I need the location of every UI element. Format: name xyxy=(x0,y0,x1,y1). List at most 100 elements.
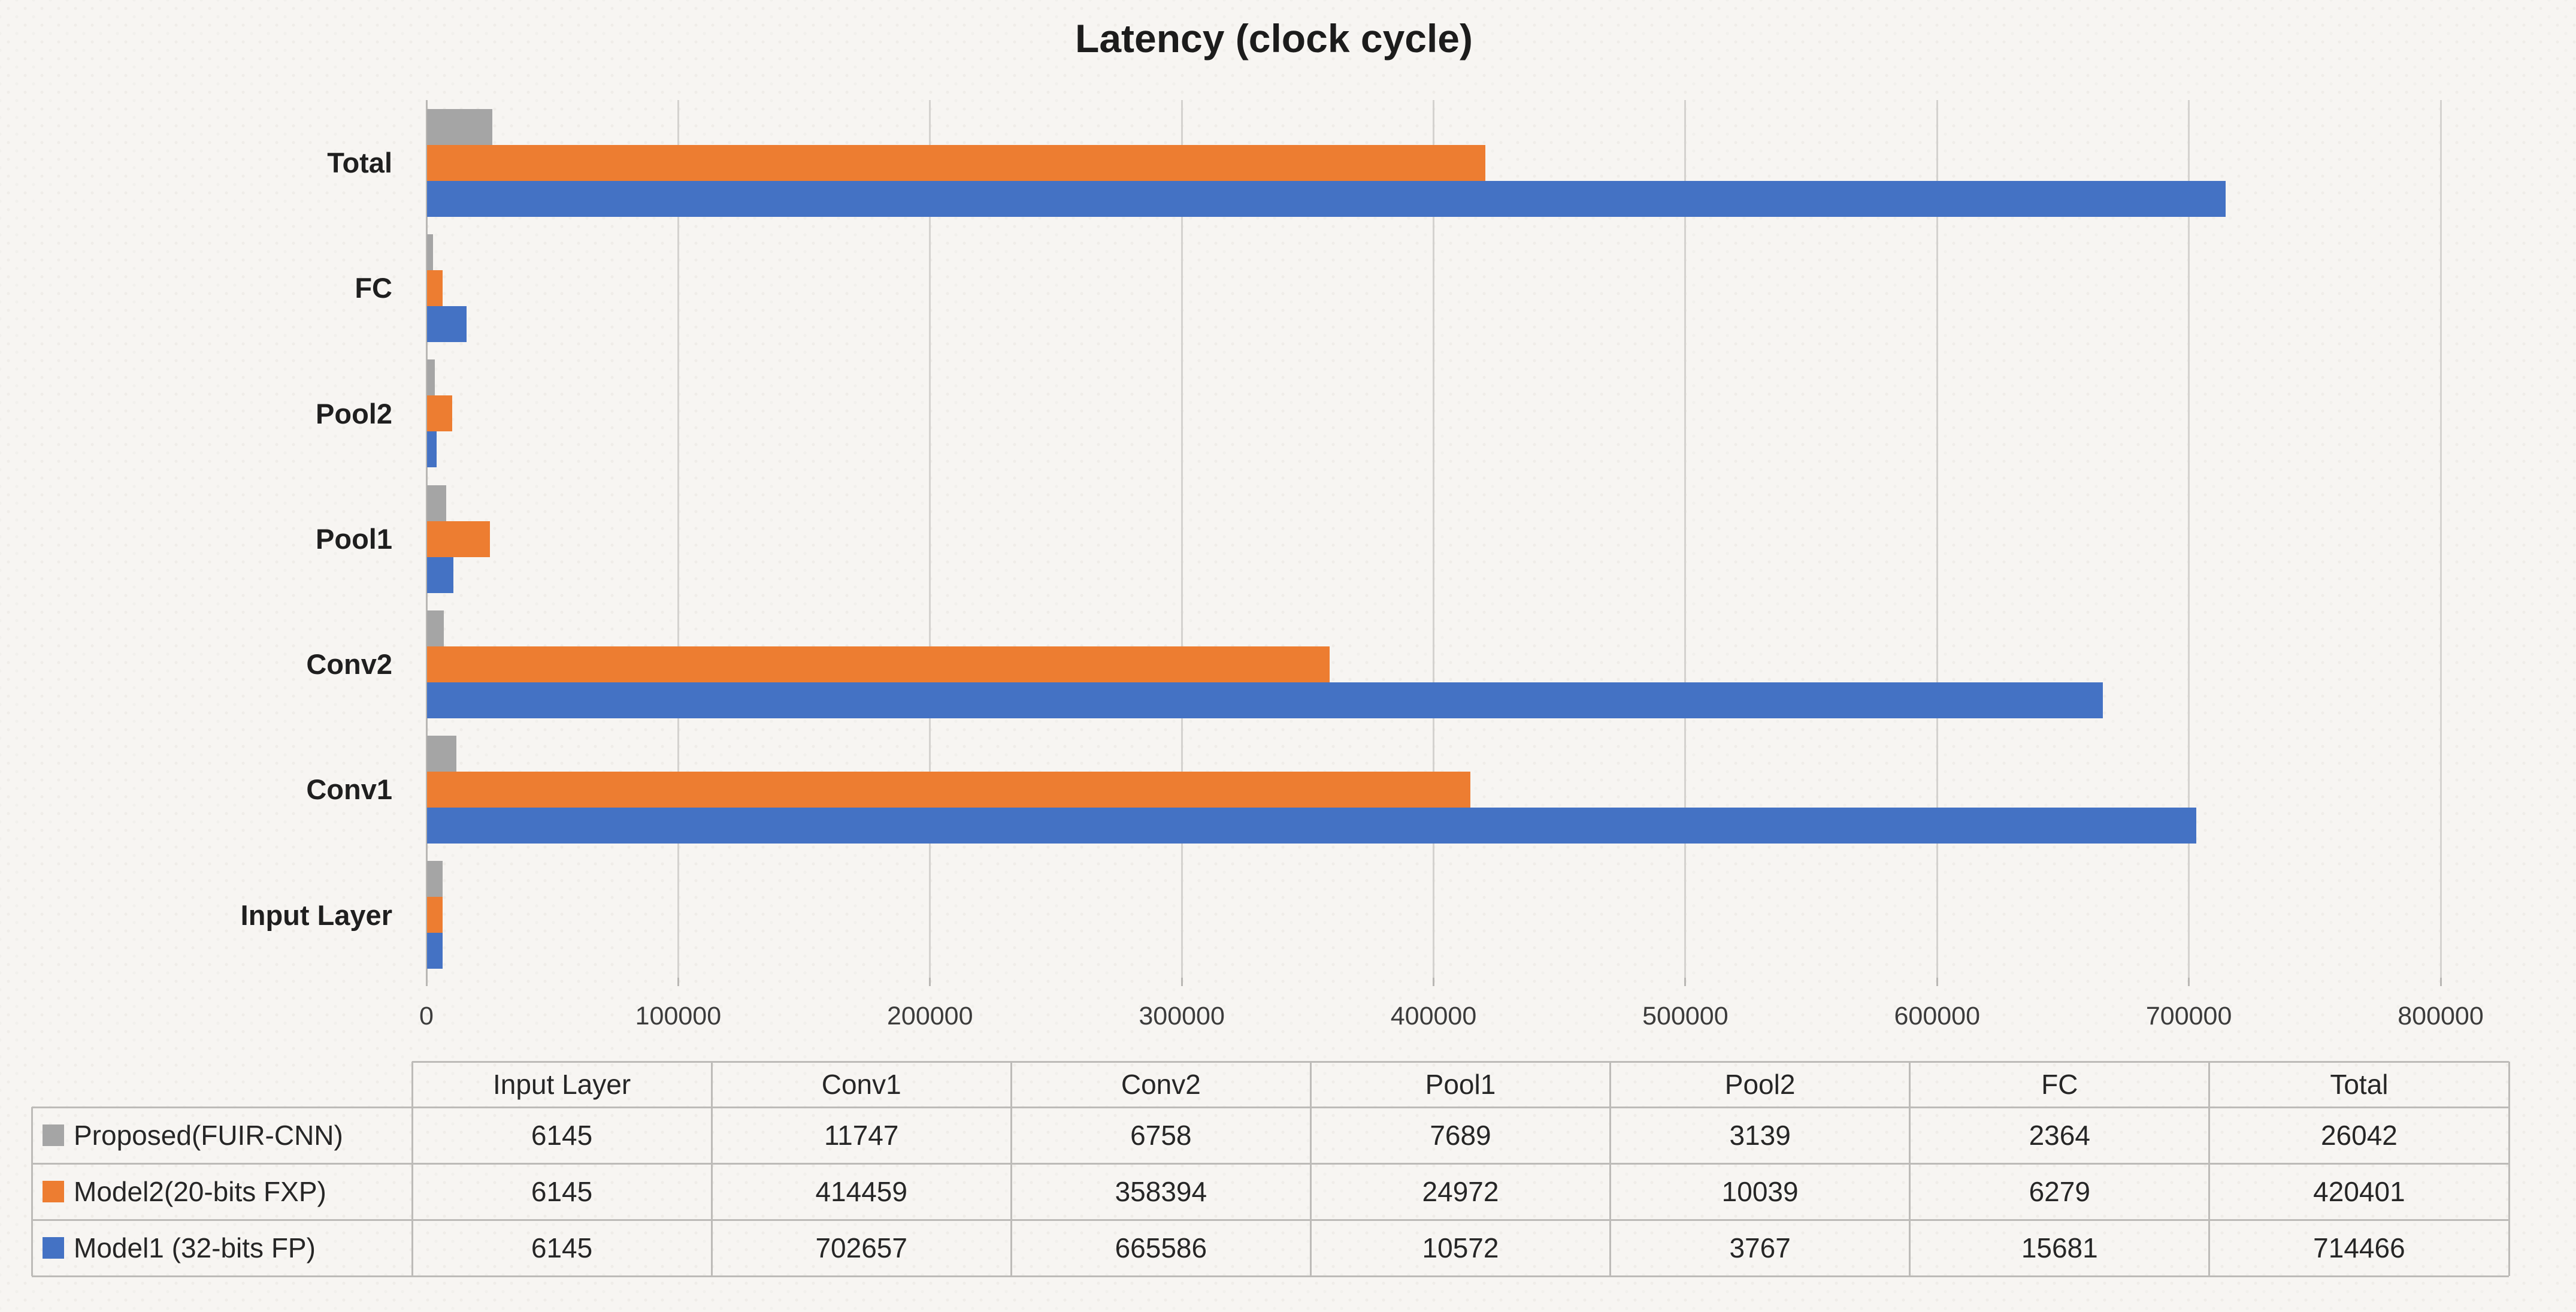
value-axis-tick-label: 800000 xyxy=(2398,1002,2484,1030)
gridline xyxy=(1180,100,1183,978)
table-border-line xyxy=(31,1107,33,1276)
table-data-cell: 702657 xyxy=(815,1232,907,1263)
value-axis-line xyxy=(425,100,428,978)
chart-bar xyxy=(427,395,453,432)
table-data-cell: 420401 xyxy=(2313,1176,2405,1207)
chart-bar xyxy=(427,485,447,521)
table-data-cell: 7689 xyxy=(1430,1120,1491,1151)
chart-bar xyxy=(427,682,2103,718)
category-label: Conv1 xyxy=(306,773,392,806)
value-axis-tick-label: 100000 xyxy=(635,1002,722,1030)
axis-tick xyxy=(1684,978,1687,986)
table-header-cell: Total xyxy=(2330,1069,2389,1100)
table-data-cell: 358394 xyxy=(1115,1176,1207,1207)
value-axis-tick-label: 400000 xyxy=(1390,1002,1477,1030)
chart-bar xyxy=(427,610,444,646)
chart-bar xyxy=(427,646,1330,682)
table-data-cell: 6279 xyxy=(2029,1176,2090,1207)
value-axis-tick-label: 300000 xyxy=(1139,1002,1225,1030)
gridline xyxy=(1684,100,1687,978)
legend-swatch xyxy=(43,1124,64,1146)
table-data-cell: 3139 xyxy=(1729,1120,1791,1151)
table-data-cell: 6758 xyxy=(1130,1120,1192,1151)
chart-bar xyxy=(427,431,437,468)
table-border-line xyxy=(1010,1062,1012,1276)
table-data-cell: 414459 xyxy=(815,1176,907,1207)
table-border-line xyxy=(32,1162,2509,1165)
chart-bar xyxy=(427,306,467,342)
table-header-cell: Conv2 xyxy=(1121,1069,1201,1100)
table-border-line xyxy=(411,1062,413,1276)
gridline xyxy=(2439,100,2442,978)
category-label: Pool1 xyxy=(316,522,392,555)
table-data-cell: 6145 xyxy=(531,1232,593,1263)
value-axis-tick-label: 700000 xyxy=(2145,1002,2232,1030)
table-data-cell: 11747 xyxy=(824,1120,899,1151)
chart-bar xyxy=(427,180,2226,217)
table-data-cell: 2364 xyxy=(2029,1120,2090,1151)
table-data-cell: 665586 xyxy=(1115,1232,1207,1263)
table-border-line xyxy=(1609,1062,1612,1276)
chart-bar xyxy=(427,861,443,897)
chart-bar xyxy=(427,772,1471,808)
category-label: Input Layer xyxy=(240,899,392,931)
table-border-line xyxy=(32,1275,2509,1277)
table-border-line xyxy=(2508,1062,2510,1276)
category-label: Pool2 xyxy=(316,397,392,430)
table-header-cell: FC xyxy=(2041,1069,2078,1100)
table-border-line xyxy=(32,1106,2509,1108)
chart-bar xyxy=(427,808,2196,844)
table-row-label: Model1 (32-bits FP) xyxy=(74,1232,316,1263)
table-data-cell: 10039 xyxy=(1721,1176,1799,1207)
axis-tick xyxy=(1936,978,1938,986)
axis-tick xyxy=(425,978,428,986)
gridline xyxy=(677,100,679,978)
chart-bar xyxy=(427,897,443,933)
legend-swatch xyxy=(43,1181,64,1202)
gridline xyxy=(1936,100,1938,978)
chart-bar xyxy=(427,144,1486,181)
table-data-cell: 15681 xyxy=(2021,1232,2098,1263)
table-data-cell: 714466 xyxy=(2313,1232,2405,1263)
chart-bar xyxy=(427,270,443,306)
axis-tick xyxy=(2439,978,2442,986)
chart-bar xyxy=(427,108,493,145)
table-header-cell: Pool2 xyxy=(1724,1069,1796,1100)
chart-bar xyxy=(427,736,457,772)
legend-swatch xyxy=(43,1237,64,1259)
value-axis-tick-label: 0 xyxy=(419,1002,434,1030)
table-header-cell: Conv1 xyxy=(821,1069,901,1100)
category-label: Total xyxy=(327,147,392,179)
table-data-cell: 6145 xyxy=(531,1176,593,1207)
table-data-cell: 3767 xyxy=(1729,1232,1791,1263)
table-border-line xyxy=(412,1060,2509,1063)
value-axis-tick-label: 500000 xyxy=(1642,1002,1729,1030)
value-axis-tick-label: 600000 xyxy=(1894,1002,1981,1030)
axis-tick xyxy=(929,978,931,986)
table-header-cell: Input Layer xyxy=(492,1069,631,1100)
table-data-cell: 24972 xyxy=(1422,1176,1499,1207)
table-row-label: Model2(20-bits FXP) xyxy=(74,1176,326,1207)
data-table: Input Layer Conv1 Conv2 Pool1 Pool2 FC Total Pr… xyxy=(31,1060,2510,1277)
table-data-cell: 6145 xyxy=(531,1120,593,1151)
table-border-line xyxy=(1909,1062,1911,1276)
chart-bar xyxy=(427,557,454,593)
gridline xyxy=(1433,100,1434,978)
chart-bar xyxy=(427,234,433,270)
gridline xyxy=(929,100,931,978)
axis-tick xyxy=(1180,978,1183,986)
category-label: FC xyxy=(355,272,392,304)
gridline xyxy=(2188,100,2190,978)
chart-bar xyxy=(427,933,443,969)
table-data-cell: 10572 xyxy=(1422,1232,1499,1263)
axis-tick xyxy=(677,978,679,986)
value-axis-tick-label: 200000 xyxy=(887,1002,973,1030)
table-row-label: Proposed(FUIR-CNN) xyxy=(74,1120,343,1151)
table-header-cell: Pool1 xyxy=(1425,1069,1496,1100)
chart-title: Latency (clock cycle) xyxy=(1075,16,1473,61)
category-label: Conv2 xyxy=(306,648,392,681)
table-border-line xyxy=(2208,1062,2211,1276)
table-border-line xyxy=(710,1062,713,1276)
chart-bar xyxy=(427,521,490,557)
